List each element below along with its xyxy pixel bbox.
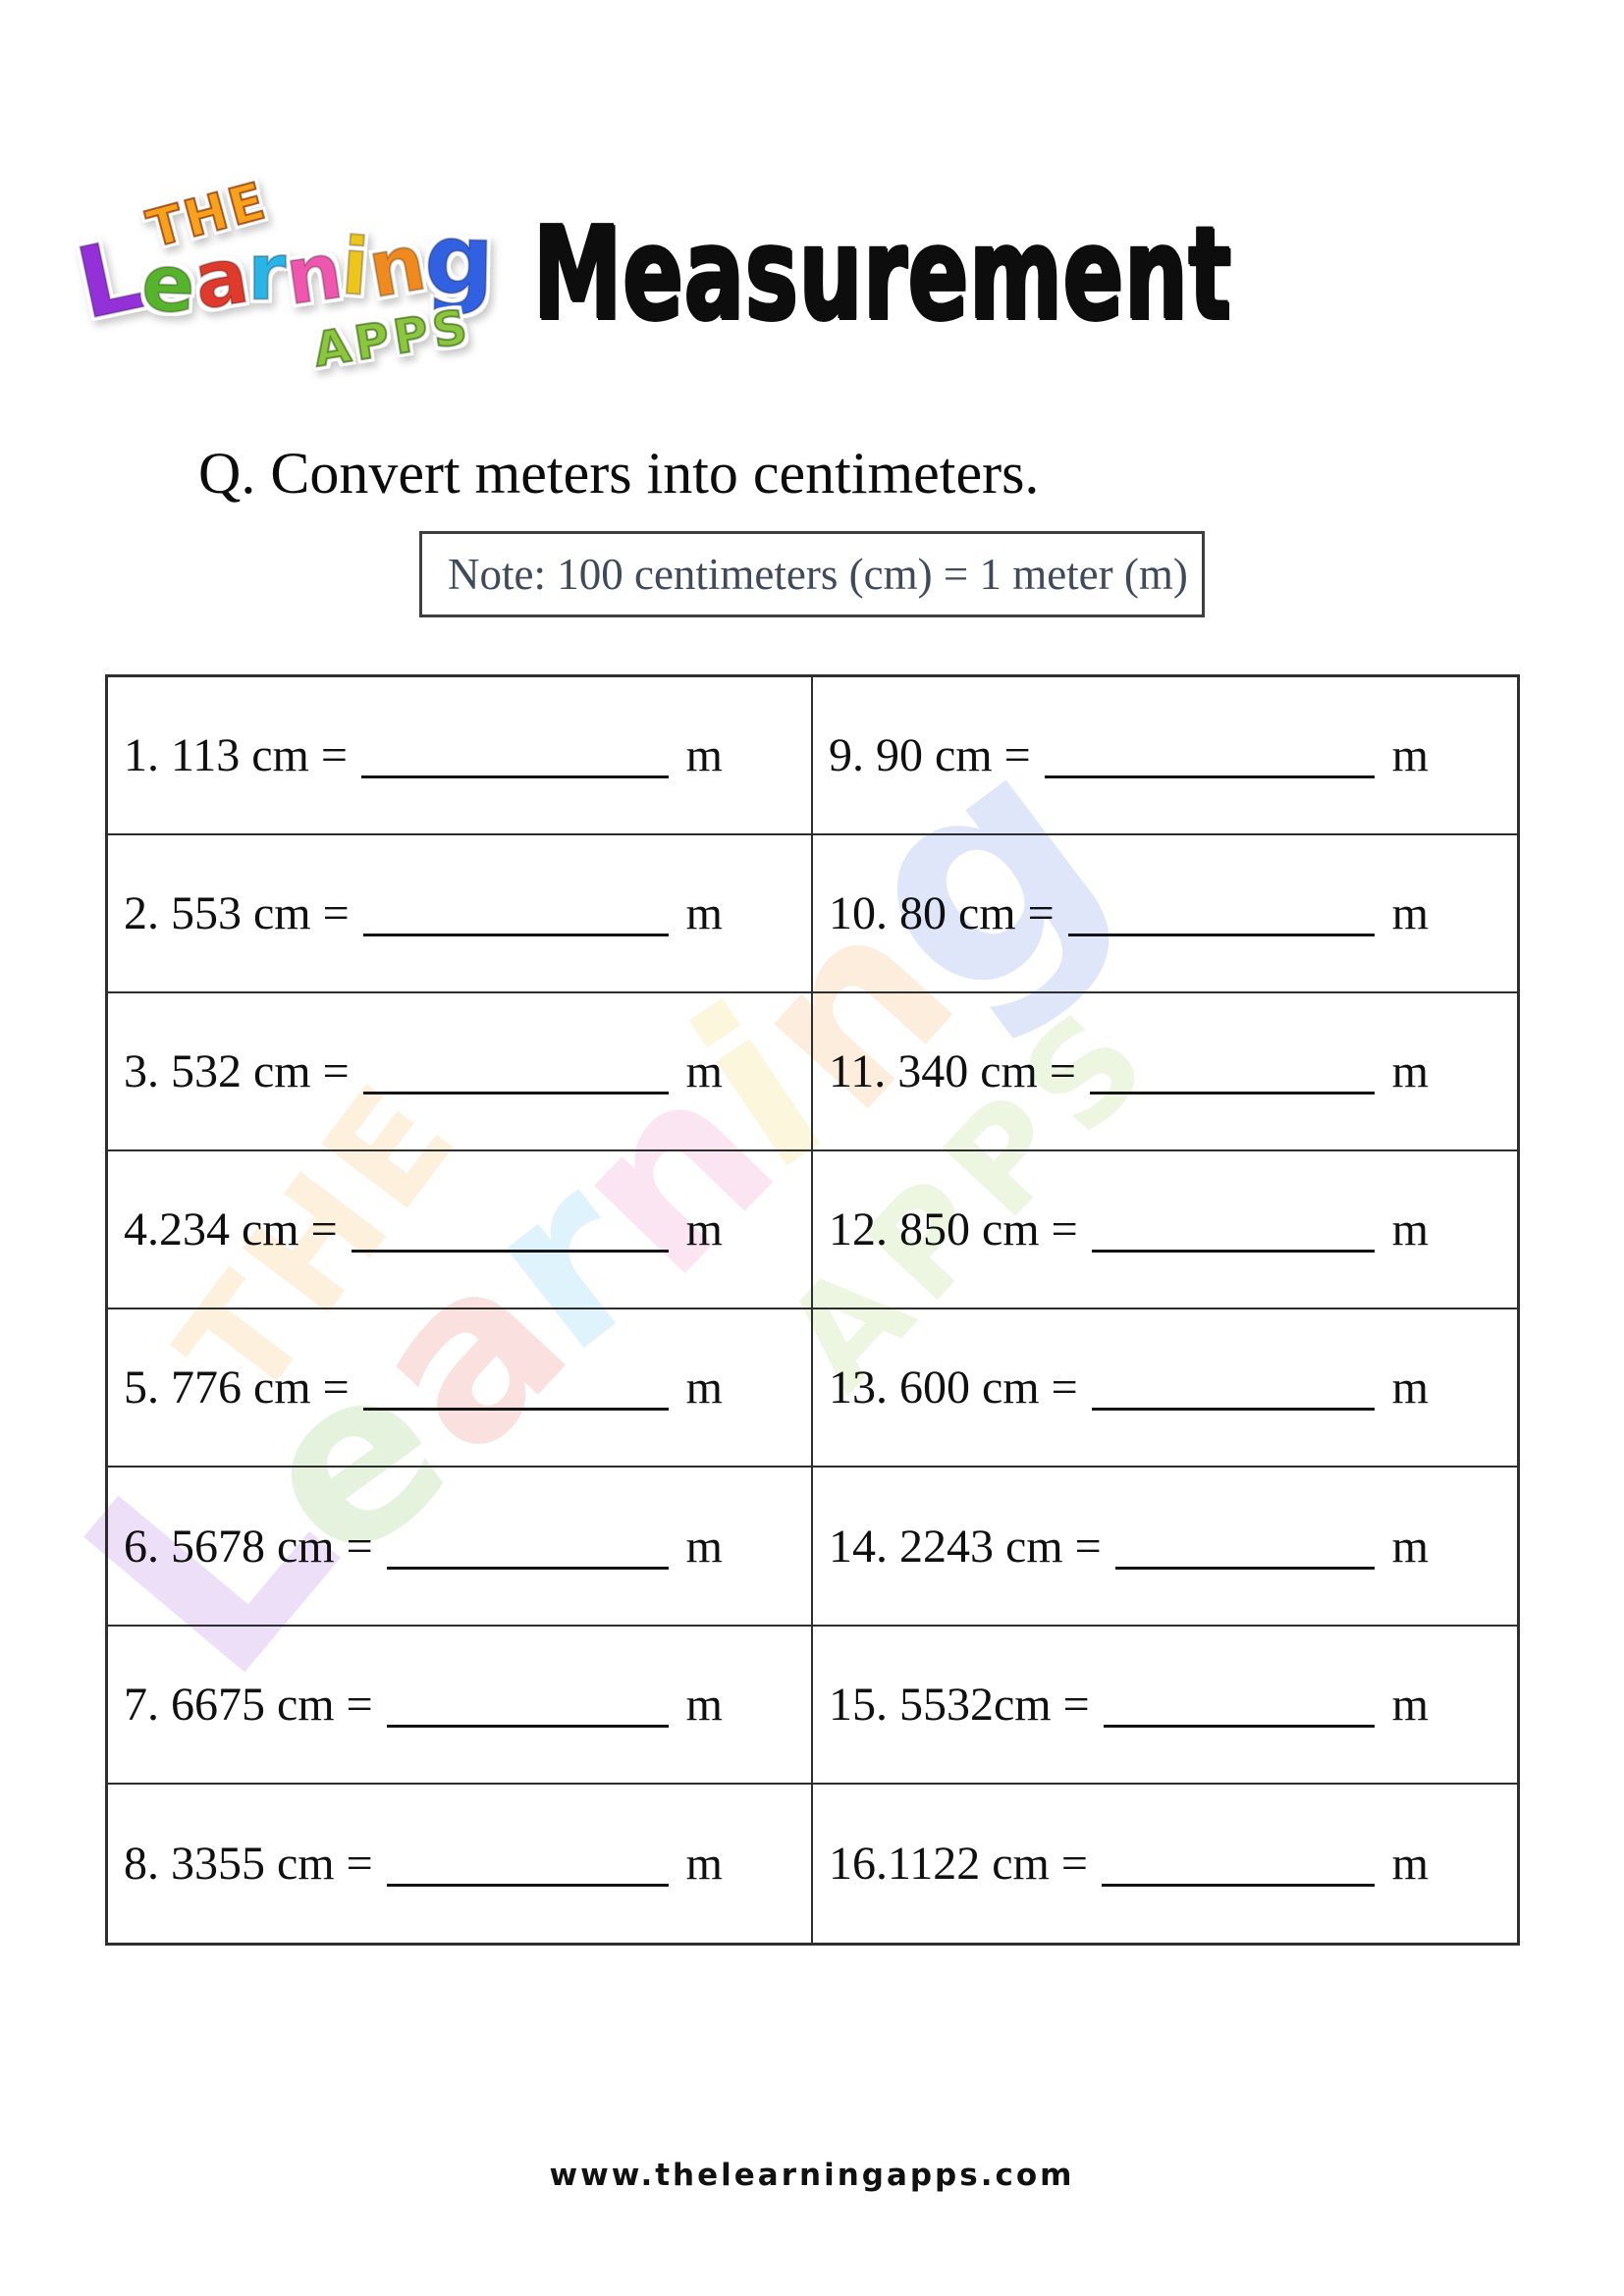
unit-label: m: [1391, 1203, 1429, 1256]
unit-label: m: [1391, 1362, 1429, 1415]
question-text: Q. Convert meters into centimeters.: [198, 441, 1040, 506]
logo-letter: g: [422, 200, 497, 318]
conversion-item: 6. 5678 cm = m: [108, 1468, 813, 1625]
table-row: 4.234 cm = m 12. 850 cm = m: [108, 1151, 1517, 1310]
conversion-item: 9. 90 cm = m: [813, 677, 1517, 833]
logo-letter: n: [279, 224, 349, 324]
logo-letter: r: [246, 226, 287, 319]
unit-label: m: [685, 1362, 723, 1415]
item-label: 8. 3355 cm =: [124, 1837, 373, 1890]
table-row: 3. 532 cm = m 11. 340 cm = m: [108, 993, 1517, 1152]
unit-label: m: [1391, 1678, 1429, 1731]
conversion-item: 4.234 cm = m: [108, 1151, 813, 1308]
conversion-item: 11. 340 cm = m: [813, 993, 1517, 1149]
answer-blank[interactable]: [1114, 1523, 1375, 1570]
table-row: 1. 113 cm = m 9. 90 cm = m: [108, 677, 1517, 836]
answer-blank[interactable]: [1067, 890, 1375, 937]
conversion-item: 1. 113 cm = m: [108, 677, 813, 834]
answer-blank[interactable]: [1091, 1206, 1375, 1254]
learning-apps-logo: THE Learning APPS: [66, 170, 513, 405]
item-label: 15. 5532cm =: [829, 1678, 1090, 1731]
unit-label: m: [685, 1520, 723, 1573]
unit-label: m: [1391, 887, 1429, 940]
conversion-item: 16.1122 cm = m: [813, 1785, 1517, 1943]
unit-label: m: [1391, 1045, 1429, 1098]
item-label: 13. 600 cm =: [829, 1362, 1078, 1415]
item-label: 9. 90 cm =: [829, 729, 1031, 782]
answer-blank[interactable]: [362, 1048, 669, 1095]
conversion-item: 14. 2243 cm = m: [813, 1468, 1517, 1624]
conversion-item: 5. 776 cm = m: [108, 1309, 813, 1467]
note-text: Note: 100 centimeters (cm) = 1 meter (m): [448, 550, 1188, 599]
answer-blank[interactable]: [1101, 1841, 1375, 1887]
unit-label: m: [685, 1678, 723, 1731]
item-label: 7. 6675 cm =: [124, 1678, 373, 1731]
answer-blank[interactable]: [386, 1523, 669, 1570]
logo-letter: L: [66, 215, 153, 343]
note-box: Note: 100 centimeters (cm) = 1 meter (m): [419, 531, 1205, 617]
logo-letter: n: [360, 215, 433, 316]
item-label: 1. 113 cm =: [124, 729, 348, 782]
answer-blank[interactable]: [362, 890, 669, 937]
unit-label: m: [1391, 1520, 1429, 1573]
item-label: 6. 5678 cm =: [124, 1520, 373, 1573]
unit-label: m: [685, 1837, 723, 1890]
answer-blank[interactable]: [1103, 1682, 1375, 1728]
item-label: 4.234 cm =: [124, 1203, 338, 1256]
answer-blank[interactable]: [1044, 732, 1375, 779]
table-row: 6. 5678 cm = m 14. 2243 cm = m: [108, 1468, 1517, 1627]
item-label: 11. 340 cm =: [829, 1045, 1076, 1098]
conversion-item: 15. 5532cm = m: [813, 1627, 1517, 1783]
answer-blank[interactable]: [351, 1206, 669, 1254]
answer-blank[interactable]: [386, 1682, 669, 1728]
item-label: 12. 850 cm =: [829, 1203, 1078, 1256]
answer-blank[interactable]: [1089, 1048, 1375, 1095]
item-label: 14. 2243 cm =: [829, 1520, 1102, 1573]
unit-label: m: [685, 729, 723, 782]
unit-label: m: [1391, 1837, 1429, 1890]
conversion-table: 1. 113 cm = m 9. 90 cm = m 2. 553 cm = m 10. 8…: [105, 674, 1520, 1946]
table-row: 2. 553 cm = m 10. 80 cm = m: [108, 835, 1517, 994]
unit-label: m: [685, 887, 723, 940]
table-row: 8. 3355 cm = m 16.1122 cm = m: [108, 1784, 1517, 1943]
conversion-item: 7. 6675 cm = m: [108, 1626, 813, 1783]
conversion-item: 10. 80 cm = m: [813, 835, 1517, 991]
answer-blank[interactable]: [1091, 1364, 1375, 1412]
answer-blank[interactable]: [362, 1364, 669, 1412]
unit-label: m: [685, 1203, 723, 1256]
item-label: 16.1122 cm =: [829, 1837, 1088, 1890]
conversion-item: 2. 553 cm = m: [108, 835, 813, 992]
page-title: Measurement: [533, 199, 1232, 348]
answer-blank[interactable]: [386, 1841, 669, 1887]
unit-label: m: [685, 1045, 723, 1098]
footer-url: www.thelearningapps.com: [549, 2158, 1075, 2193]
table-row: 7. 6675 cm = m 15. 5532cm = m: [108, 1626, 1517, 1785]
item-label: 2. 553 cm =: [124, 887, 350, 940]
item-label: 3. 532 cm =: [124, 1045, 350, 1098]
conversion-item: 3. 532 cm = m: [108, 993, 813, 1150]
table-row: 5. 776 cm = m 13. 600 cm = m: [108, 1309, 1517, 1468]
answer-blank[interactable]: [360, 732, 669, 779]
conversion-item: 13. 600 cm = m: [813, 1309, 1517, 1466]
conversion-item: 12. 850 cm = m: [813, 1151, 1517, 1308]
conversion-item: 8. 3355 cm = m: [108, 1784, 813, 1943]
logo-letter: a: [187, 228, 255, 328]
unit-label: m: [1391, 729, 1429, 782]
item-label: 10. 80 cm =: [829, 887, 1055, 940]
item-label: 5. 776 cm =: [124, 1362, 350, 1415]
logo-inner: THE Learning APPS: [66, 170, 513, 405]
logo-letter: e: [138, 237, 196, 332]
